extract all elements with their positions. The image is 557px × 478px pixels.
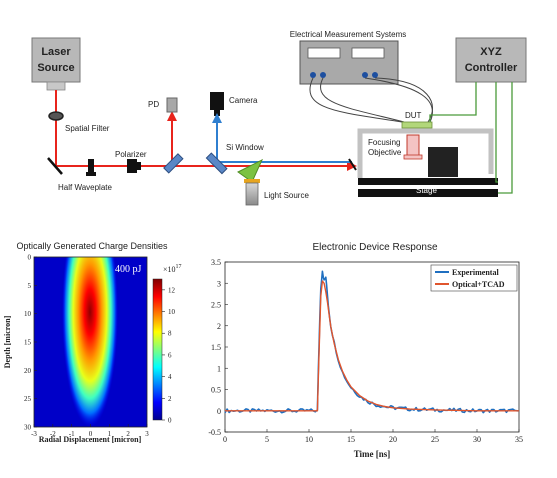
chart-x-tick-label: 0 <box>223 435 227 444</box>
colorbar-tick-label: 6 <box>168 351 172 359</box>
chart-y-tick-label: 3.5 <box>211 258 221 267</box>
controller-cables <box>429 82 513 194</box>
xyz-controller: XYZ Controller <box>455 37 527 83</box>
si-window-prism <box>237 158 264 183</box>
colorbar-tick-label: 12 <box>168 286 176 294</box>
chart-title: Electronic Device Response <box>312 242 437 253</box>
chart-y-tick-label: 1.5 <box>211 343 221 352</box>
chart-y-tick-label: 2.5 <box>211 301 221 310</box>
stage-label: Stage <box>416 186 437 195</box>
camera-label: Camera <box>229 96 258 105</box>
heatmap-y-tick-label: 5 <box>28 282 32 290</box>
electrical-label: Electrical Measurement Systems <box>290 30 406 39</box>
optical-setup: Laser Source Spatial Filter Half Wavepla… <box>31 30 527 206</box>
objective-mirror <box>348 158 357 171</box>
half-waveplate <box>86 159 96 176</box>
beam-splitter <box>163 153 184 174</box>
chart-y-ticks: -0.5 0 0.5 1 1.5 2 2.5 3 3.5 <box>208 258 228 437</box>
pd-label: PD <box>148 100 159 109</box>
heatmap-x-ticks: -3 -2 -1 0 1 2 3 <box>31 424 149 438</box>
heatmap-y-tick-label: 30 <box>24 424 32 432</box>
heatmap-plume <box>62 257 118 427</box>
sample-holder-frame <box>357 128 494 178</box>
heatmap-title: Optically Generated Charge Densities <box>16 241 168 251</box>
colorbar-tick-label: 0 <box>168 417 172 425</box>
light-source <box>244 179 260 206</box>
colorbar-tick-label: 4 <box>168 373 172 381</box>
chart-x-tick-label: 10 <box>305 435 313 444</box>
controller-label-line2: Controller <box>465 62 518 74</box>
chart-x-tick-label: 5 <box>265 435 269 444</box>
heatmap-y-tick-label: 15 <box>24 339 32 347</box>
dut-label: DUT <box>405 111 422 120</box>
colorbar-tick-label: 10 <box>168 308 176 316</box>
colorbar-tick-label: 8 <box>168 330 172 338</box>
series-line-optical-tcad <box>225 280 519 412</box>
heatmap-xlabel: Radial Displacement [micron] <box>39 435 142 444</box>
polarizer-label: Polarizer <box>115 150 147 159</box>
chart-y-tick-label: -0.5 <box>208 428 221 437</box>
heatmap-y-tick-label: 25 <box>24 395 32 403</box>
controller-label-line1: XYZ <box>480 46 502 58</box>
heatmap-y-tick-label: 10 <box>24 310 32 318</box>
heatmap-x-tick-label: 3 <box>145 430 149 438</box>
heatmap-x-tick-label: 1 <box>108 430 112 438</box>
heatmap-panel: Optically Generated Charge Densities 400… <box>3 241 182 444</box>
heatmap-y-tick-label: 0 <box>28 254 32 262</box>
camera <box>210 92 224 116</box>
si-window-mirror <box>205 152 228 175</box>
objective-label-line1: Focusing <box>368 138 400 147</box>
chart-series <box>224 270 519 414</box>
polarizer <box>127 159 141 173</box>
mirror-left <box>47 157 63 175</box>
electrical-instrument <box>299 40 399 85</box>
colorbar <box>152 278 163 421</box>
light-source-label: Light Source <box>264 191 309 200</box>
heatmap-x-tick-label: -2 <box>50 430 56 438</box>
focusing-objective <box>403 134 423 160</box>
laser-source: Laser Source <box>31 37 81 91</box>
chart-x-tick-label: 30 <box>473 435 481 444</box>
colorbar-ticks: 0 2 4 6 8 10 12 <box>162 286 176 425</box>
heatmap-x-tick-label: -1 <box>69 430 75 438</box>
si-window-label: Si Window <box>226 143 264 152</box>
laser-source-label-line2: Source <box>37 62 74 74</box>
chart-x-tick-label: 20 <box>389 435 397 444</box>
heatmap-x-tick-label: -3 <box>31 430 37 438</box>
heatmap-x-tick-label: 0 <box>89 430 93 438</box>
half-waveplate-label: Half Waveplate <box>58 183 113 192</box>
laser-source-label-line1: Laser <box>41 46 71 58</box>
colorbar-tick-label: 2 <box>168 395 172 403</box>
laser-beam-path <box>55 90 357 171</box>
response-chart: Electronic Device Response 0 5 10 15 20 25 30 3… <box>208 242 523 459</box>
heatmap-y-ticks: 0 5 10 15 20 25 30 <box>24 254 37 432</box>
chart-y-tick-label: 0 <box>217 407 221 416</box>
chart-y-tick-label: 3 <box>217 279 221 288</box>
chart-legend: Experimental Optical+TCAD <box>430 264 518 292</box>
spatial-filter-label: Spatial Filter <box>65 124 110 133</box>
colorbar-multiplier: ×1017 <box>163 264 182 274</box>
heatmap-energy-label: 400 pJ <box>115 264 142 275</box>
dut <box>401 121 433 129</box>
chart-y-tick-label: 1 <box>217 364 221 373</box>
chart-x-tick-label: 35 <box>515 435 523 444</box>
heatmap-y-tick-label: 20 <box>24 367 32 375</box>
chart-x-tick-label: 15 <box>347 435 355 444</box>
chart-xlabel: Time [ns] <box>354 449 391 459</box>
heatmap-x-tick-label: 2 <box>126 430 130 438</box>
chart-x-ticks: 0 5 10 15 20 25 30 35 <box>223 429 523 444</box>
spatial-filter-lens <box>48 111 64 121</box>
heatmap-ylabel: Depth [micron] <box>3 315 12 368</box>
chart-y-tick-label: 2 <box>217 322 221 331</box>
legend-label-optical-tcad: Optical+TCAD <box>452 280 505 289</box>
stage <box>358 147 498 197</box>
photodiode <box>166 97 178 113</box>
legend-label-experimental: Experimental <box>452 268 499 277</box>
chart-y-tick-label: 0.5 <box>211 386 221 395</box>
chart-x-tick-label: 25 <box>431 435 439 444</box>
objective-label-line2: Objective <box>368 148 402 157</box>
